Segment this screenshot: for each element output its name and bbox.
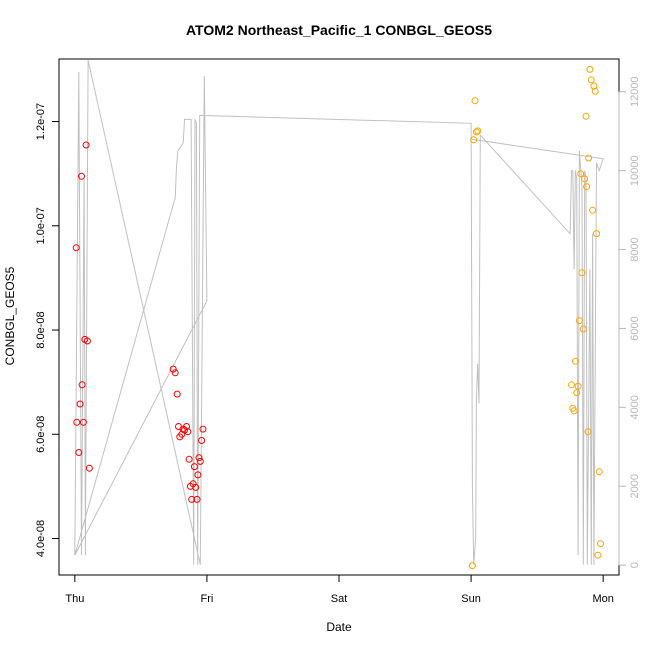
data-point — [583, 183, 591, 191]
x-tick-label: Sun — [461, 593, 481, 605]
data-point — [85, 464, 93, 472]
data-point — [192, 483, 200, 491]
y-tick-label: 1.0e-07 — [35, 207, 47, 244]
data-point — [82, 141, 90, 149]
right-tick-label: 12000 — [629, 76, 641, 107]
data-point — [577, 170, 585, 178]
data-point — [193, 495, 201, 503]
data-point — [78, 172, 85, 180]
x-tick-label: Sat — [331, 593, 348, 605]
data-point — [72, 244, 80, 252]
data-point — [73, 418, 81, 426]
data-point — [589, 206, 597, 214]
x-axis: Thu Fri Sat Sun Mon — [65, 574, 614, 605]
y-axis: 4.0e-08 6.0e-08 8.0e-08 1.0e-07 1.2e-07 — [35, 103, 60, 557]
data-point — [574, 382, 582, 390]
data-point — [570, 407, 578, 415]
data-point — [584, 428, 592, 436]
data-point — [198, 437, 206, 444]
right-tick-label: 10000 — [629, 155, 641, 186]
data-point — [591, 87, 599, 95]
data-point — [199, 425, 207, 433]
data-point — [575, 317, 583, 325]
data-point — [185, 455, 193, 463]
y-tick-label: 4.0e-08 — [35, 520, 47, 557]
altitude-layer — [74, 60, 604, 565]
y-tick-label: 8.0e-08 — [35, 311, 47, 348]
x-tick-label: Fri — [201, 593, 214, 605]
data-point — [468, 562, 476, 570]
chart-title: ATOM2 Northeast_Pacific_1 CONBGL_GEOS5 — [186, 22, 492, 38]
data-point — [75, 449, 83, 456]
data-point — [78, 381, 86, 389]
data-point — [581, 175, 589, 183]
x-axis-label: Date — [326, 620, 352, 634]
data-point — [579, 325, 587, 333]
data-point — [595, 468, 603, 476]
data-point — [195, 454, 203, 462]
data-point — [188, 495, 196, 503]
data-point — [79, 418, 87, 426]
data-point — [169, 365, 177, 373]
data-point — [594, 551, 602, 559]
data-point — [470, 136, 478, 144]
data-point — [568, 381, 575, 389]
right-tick-label: 4000 — [629, 395, 641, 419]
x-tick-label: Thu — [65, 593, 84, 605]
data-point — [173, 390, 181, 398]
data-point — [472, 128, 480, 136]
data-point — [587, 76, 595, 84]
x-tick-label: Mon — [592, 593, 613, 605]
points-layer — [72, 65, 604, 570]
data-point — [76, 400, 84, 408]
right-tick-label: 0 — [629, 562, 641, 568]
right-axis: 0 2000 4000 6000 8000 10000 12000 — [618, 76, 641, 568]
data-point — [582, 112, 590, 120]
data-point — [194, 471, 202, 479]
data-point — [585, 154, 593, 162]
right-tick-label: 6000 — [629, 316, 641, 340]
data-point — [474, 127, 482, 135]
data-point — [571, 357, 579, 365]
data-point — [590, 82, 598, 90]
data-point — [190, 463, 198, 471]
plot-frame — [58, 58, 620, 576]
data-point — [573, 389, 581, 397]
data-point — [597, 540, 604, 548]
data-point — [183, 423, 190, 430]
data-point — [184, 428, 192, 436]
altitude-line — [74, 60, 604, 565]
data-point — [181, 426, 188, 434]
y-tick-label: 6.0e-08 — [35, 416, 47, 453]
data-point — [196, 457, 204, 465]
data-point — [586, 65, 594, 73]
y-axis-label: CONBGL_GEOS5 — [3, 266, 17, 365]
data-point — [171, 369, 179, 377]
y-tick-label: 1.2e-07 — [35, 103, 47, 140]
right-tick-label: 8000 — [629, 237, 641, 261]
right-tick-label: 2000 — [629, 474, 641, 498]
data-point — [471, 97, 479, 105]
data-point — [578, 269, 586, 277]
data-point — [83, 337, 91, 345]
data-point — [593, 230, 600, 238]
